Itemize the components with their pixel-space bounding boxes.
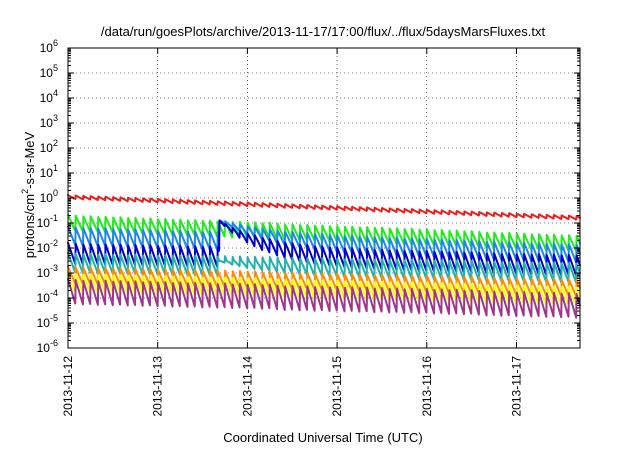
axes: 10-610-510-410-310-210-11001011021031041… bbox=[37, 38, 581, 417]
x-tick-label: 2013-11-13 bbox=[151, 356, 165, 417]
y-tick-label-base: 10 bbox=[37, 291, 51, 305]
y-axis-label-text: protons/cm2-s-sr-MeV bbox=[20, 131, 37, 258]
y-tick-label: 104 bbox=[40, 88, 58, 105]
y-tick-label-base: 10 bbox=[40, 191, 54, 205]
grid bbox=[68, 48, 580, 348]
series-line-5 bbox=[67, 252, 581, 284]
y-tick-label-base: 10 bbox=[37, 241, 51, 255]
series-line-3 bbox=[67, 219, 581, 264]
y-tick-label-exponent: 3 bbox=[53, 113, 58, 123]
y-tick-label-exponent: 5 bbox=[53, 63, 58, 73]
y-tick-label-exponent: 0 bbox=[53, 188, 58, 198]
y-tick-label-exponent: -4 bbox=[50, 288, 58, 298]
y-tick-label-exponent: -6 bbox=[50, 338, 58, 348]
series-line-4 bbox=[67, 220, 581, 277]
y-axis-label-superscript: 2 bbox=[20, 189, 30, 194]
series-layer bbox=[67, 194, 581, 319]
chart-title: /data/run/goesPlots/archive/2013-11-17/1… bbox=[101, 24, 546, 39]
y-tick-label-base: 10 bbox=[37, 266, 51, 280]
y-tick-label-base: 10 bbox=[40, 41, 54, 55]
y-tick-label: 10-4 bbox=[37, 288, 58, 305]
y-tick-label-exponent: -5 bbox=[50, 313, 58, 323]
y-tick-label-base: 10 bbox=[37, 341, 51, 355]
y-axis-label-rest: -s-sr-MeV bbox=[22, 131, 37, 188]
y-tick-label: 105 bbox=[40, 63, 58, 80]
y-tick-label: 100 bbox=[40, 188, 58, 205]
y-axis-label: protons/cm2-s-sr-MeV bbox=[20, 131, 37, 258]
y-tick-label-exponent: 2 bbox=[53, 138, 58, 148]
y-tick-label-exponent: -3 bbox=[50, 263, 58, 273]
x-tick-label: 2013-11-16 bbox=[420, 356, 434, 417]
y-tick-label: 10-5 bbox=[37, 313, 58, 330]
y-tick-label-exponent: 1 bbox=[53, 163, 58, 173]
y-tick-label: 106 bbox=[40, 38, 58, 55]
x-axis-label: Coordinated Universal Time (UTC) bbox=[223, 430, 422, 445]
y-tick-label: 10-2 bbox=[37, 238, 58, 255]
y-tick-label: 10-3 bbox=[37, 263, 58, 280]
y-tick-label-base: 10 bbox=[40, 116, 54, 130]
y-tick-label-exponent: 6 bbox=[53, 38, 58, 48]
plot-frame bbox=[67, 47, 581, 349]
y-tick-label: 10-6 bbox=[37, 338, 58, 355]
y-tick-label-base: 10 bbox=[40, 166, 54, 180]
y-tick-label-exponent: -1 bbox=[50, 213, 58, 223]
y-tick-label: 102 bbox=[40, 138, 58, 155]
y-tick-label: 10-1 bbox=[37, 213, 58, 230]
series-line-7 bbox=[67, 272, 581, 307]
y-tick-label-exponent: -2 bbox=[50, 238, 58, 248]
y-tick-label-base: 10 bbox=[40, 66, 54, 80]
y-tick-label-base: 10 bbox=[37, 216, 51, 230]
series-line-8 bbox=[67, 278, 581, 319]
y-tick-label: 103 bbox=[40, 113, 58, 130]
y-tick-label-base: 10 bbox=[40, 91, 54, 105]
y-tick-label-base: 10 bbox=[40, 141, 54, 155]
x-tick-label: 2013-11-14 bbox=[240, 356, 254, 417]
y-tick-label: 101 bbox=[40, 163, 58, 180]
series-line-6 bbox=[67, 265, 581, 298]
x-tick-label: 2013-11-17 bbox=[509, 356, 523, 417]
series-line-1 bbox=[67, 194, 581, 221]
y-tick-label-exponent: 4 bbox=[53, 88, 58, 98]
x-tick-label: 2013-11-15 bbox=[330, 356, 344, 417]
series-line-2 bbox=[67, 213, 581, 253]
y-axis-label-base: protons/cm bbox=[22, 194, 37, 258]
x-tick-label: 2013-11-12 bbox=[61, 356, 75, 417]
y-tick-label-base: 10 bbox=[37, 316, 51, 330]
